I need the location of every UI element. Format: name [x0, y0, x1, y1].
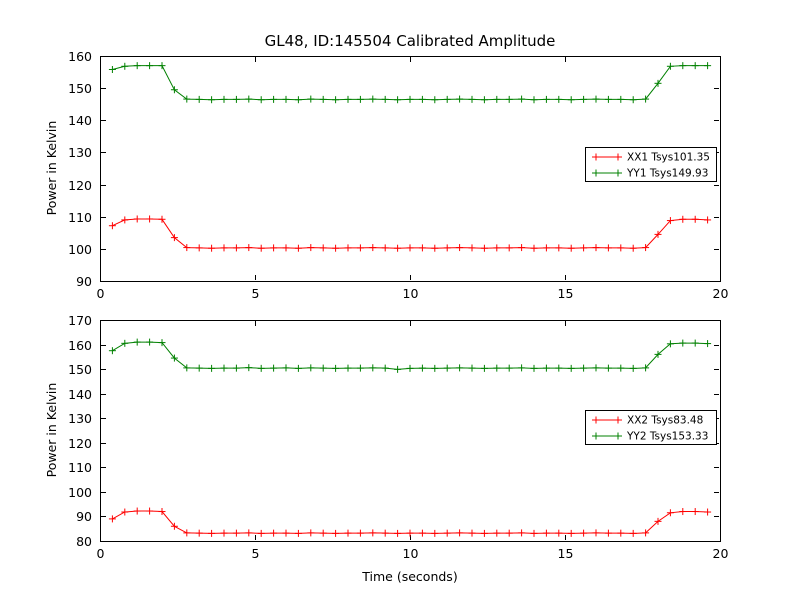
x-tick-label: 10	[403, 546, 419, 561]
legend-label: YY1 Tsys149.93	[626, 168, 708, 180]
y-tick-label: 170	[68, 313, 92, 328]
legend-box	[585, 147, 717, 182]
y-tick-label: 100	[68, 242, 92, 257]
series-line-XX1	[112, 218, 708, 249]
legend-label: YY2 Tsys153.33	[626, 431, 708, 443]
y-tick-label: 150	[68, 81, 92, 96]
y-tick-label: 90	[76, 509, 92, 524]
x-tick-label: 5	[252, 546, 260, 561]
ylabel-bottom: Power in Kelvin	[44, 383, 59, 478]
ylabel-top: Power in Kelvin	[44, 121, 59, 216]
y-tick-label: 90	[76, 274, 92, 289]
series-markers-YY2	[108, 338, 712, 373]
y-tick-label: 130	[68, 145, 92, 160]
x-tick-label: 20	[713, 546, 729, 561]
x-tick-label: 5	[252, 286, 260, 301]
y-tick-label: 160	[68, 49, 92, 64]
x-tick-label: 0	[97, 546, 105, 561]
figure-title: GL48, ID:145504 Calibrated Amplitude	[265, 32, 556, 50]
y-tick-label: 110	[68, 210, 92, 225]
legend: XX1 Tsys101.35 YY1 Tsys149.93	[585, 147, 717, 182]
y-tick-label: 120	[68, 436, 92, 451]
y-tick-label: 140	[68, 387, 92, 402]
x-tick-label: 0	[97, 286, 105, 301]
y-tick-label: 120	[68, 178, 92, 193]
legend: XX2 Tsys83.48 YY2 Tsys153.33	[585, 410, 717, 445]
series-markers-YY1	[108, 62, 712, 104]
y-tick-label: 160	[68, 338, 92, 353]
series-markers-XX1	[108, 215, 712, 252]
y-tick-label: 110	[68, 460, 92, 475]
x-tick-label: 10	[403, 286, 419, 301]
series-line-YY1	[112, 65, 708, 101]
subplot-2: 80 90 100 110 120 130 140 150 160 170 0 5 10 15 20 XX2 …	[68, 313, 728, 561]
legend-label: XX2 Tsys83.48	[627, 415, 703, 427]
y-tick-label: 80	[76, 534, 92, 549]
series-markers-XX2	[108, 507, 712, 537]
xlabel: Time (seconds)	[361, 569, 457, 584]
x-tick-label: 15	[558, 546, 574, 561]
legend-label: XX1 Tsys101.35	[627, 152, 710, 164]
axes-frame	[100, 320, 721, 542]
axes-frame	[100, 56, 721, 282]
x-tick-label: 15	[558, 286, 574, 301]
x-tick-label: 20	[713, 286, 729, 301]
legend-box	[585, 410, 717, 445]
y-tick-label: 150	[68, 362, 92, 377]
y-tick-label: 140	[68, 113, 92, 128]
y-tick-label: 100	[68, 485, 92, 500]
subplot-1: 90 100 110 120 130 140 150 160 0 5 10 15 20 XX1 Tsys1…	[68, 49, 728, 301]
y-tick-label: 130	[68, 411, 92, 426]
